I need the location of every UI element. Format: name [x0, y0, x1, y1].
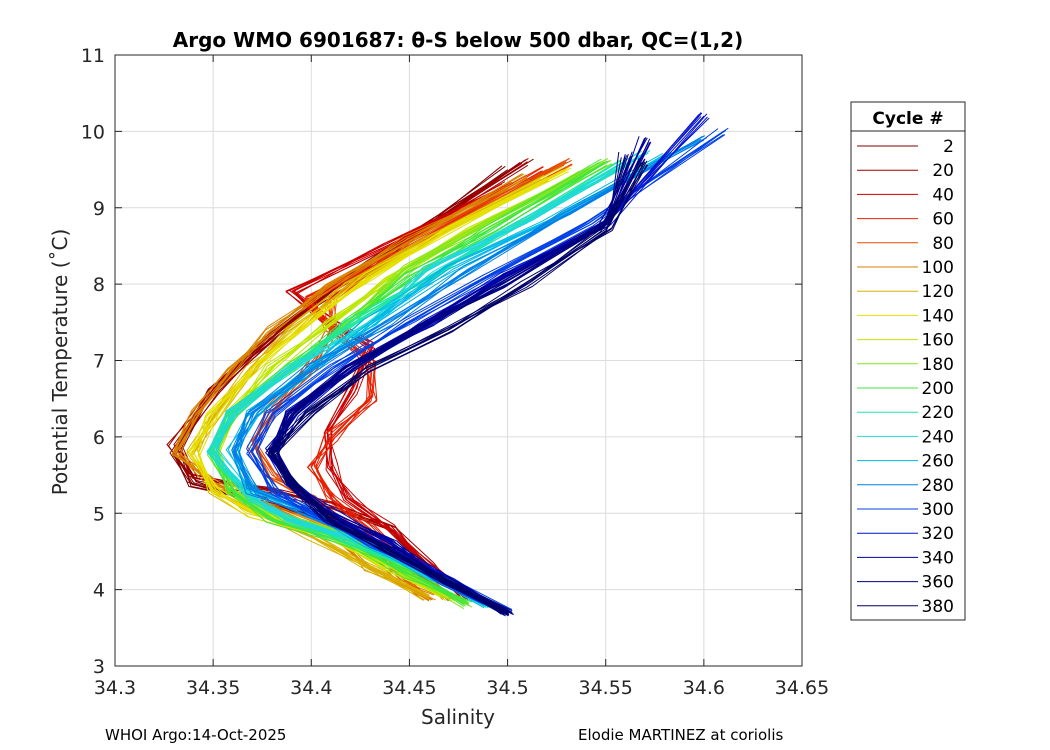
legend-entry: 100: [857, 258, 954, 278]
y-tick-label: 3: [93, 656, 105, 678]
legend-entry: 300: [857, 500, 954, 520]
x-tick-label: 34.4: [290, 677, 332, 699]
legend-label: 360: [922, 573, 954, 593]
legend-label: 220: [922, 403, 954, 423]
legend-entry: 2: [857, 137, 954, 157]
y-tick-label: 11: [81, 45, 105, 67]
series-cycle-40: [285, 181, 515, 602]
legend-label: 140: [922, 306, 954, 326]
legend-label: 300: [922, 500, 954, 520]
legend-label: 120: [922, 282, 954, 302]
chart-title: Argo WMO 6901687: θ-S below 500 dbar, QC…: [173, 28, 743, 52]
legend-label: 320: [922, 524, 954, 544]
legend-entry: 340: [857, 548, 954, 568]
series-layer: [166, 112, 729, 617]
legend-entry: 220: [857, 403, 954, 423]
legend-label: 160: [922, 331, 954, 351]
legend-entry: 200: [857, 379, 954, 399]
series-line-variant: [190, 179, 549, 597]
series-line-variant: [272, 164, 648, 613]
x-tick-label: 34.55: [579, 677, 633, 699]
series-line-variant: [294, 186, 503, 598]
series-cycle-380: [268, 157, 649, 616]
legend-entry: 120: [857, 282, 954, 302]
legend-entry: 360: [857, 573, 954, 593]
series-line-variant: [209, 159, 622, 603]
x-tick-label: 34.6: [683, 677, 725, 699]
y-tick-label: 8: [93, 274, 105, 296]
y-axis-label: Potential Temperature (˚C): [48, 229, 72, 496]
legend-label: 180: [922, 355, 954, 375]
series-line-variant: [272, 161, 641, 614]
legend-entry: 40: [857, 185, 954, 205]
legend-entry: 180: [857, 355, 954, 375]
y-tick-label: 7: [93, 351, 105, 373]
legend-entry: 20: [857, 161, 954, 181]
legend-label: 100: [922, 258, 954, 278]
legend-entry: 160: [857, 331, 954, 351]
grid-lines: [115, 55, 802, 666]
legend-entry: 60: [857, 210, 954, 230]
footer-left-credit: WHOI Argo:14-Oct-2025: [105, 726, 287, 744]
legend-entries: 2204060801001201401601802002202402602803…: [857, 137, 954, 617]
y-tick-label: 6: [93, 427, 105, 449]
y-tick-label: 5: [93, 503, 105, 525]
legend-label: 80: [932, 234, 954, 254]
legend-entry: 280: [857, 476, 954, 496]
series-line-variant: [276, 158, 646, 614]
legend-entry: 140: [857, 306, 954, 326]
legend-title: Cycle #: [872, 109, 943, 129]
series-line-variant: [307, 165, 544, 596]
legend-entry: 380: [857, 597, 954, 617]
x-tick-label: 34.45: [382, 677, 436, 699]
footer-right-credit: Elodie MARTINEZ at coriolis: [578, 726, 784, 744]
series-line-variant: [268, 158, 646, 614]
legend: Cycle # 22040608010012014016018020022024…: [850, 101, 966, 621]
legend-label: 2: [943, 137, 954, 157]
x-tick-label: 34.5: [486, 677, 528, 699]
legend-label: 280: [922, 476, 954, 496]
legend-entry: 260: [857, 452, 954, 472]
legend-label: 60: [932, 210, 954, 230]
legend-entry: 80: [857, 234, 954, 254]
legend-entry: 320: [857, 524, 954, 544]
y-tick-label: 4: [93, 580, 105, 602]
x-axis-label: Salinity: [421, 705, 495, 729]
y-tick-label: 10: [81, 121, 105, 143]
series-line-variant: [274, 162, 642, 616]
legend-label: 260: [922, 452, 954, 472]
legend-label: 40: [932, 185, 954, 205]
series-line-variant: [236, 156, 664, 605]
series-line-variant: [198, 178, 541, 596]
legend-label: 340: [922, 548, 954, 568]
axis-ticks: 34.3 34.35 34.4 34.45 34.5 34.55 34.6 34.65 3 4 5 6…: [81, 45, 829, 699]
legend-entry: 240: [857, 427, 954, 447]
series-line-variant: [273, 157, 640, 615]
x-tick-label: 34.65: [775, 677, 829, 699]
legend-label: 240: [922, 427, 954, 447]
legend-label: 200: [922, 379, 954, 399]
legend-label: 20: [932, 161, 954, 181]
series-line-variant: [246, 132, 722, 612]
series-line-variant: [292, 186, 504, 600]
x-tick-label: 34.3: [94, 677, 136, 699]
y-tick-label: 9: [93, 198, 105, 220]
x-tick-label: 34.35: [186, 677, 240, 699]
series-line-variant: [293, 187, 515, 602]
series-line-variant: [234, 135, 706, 612]
legend-label: 380: [922, 597, 954, 617]
